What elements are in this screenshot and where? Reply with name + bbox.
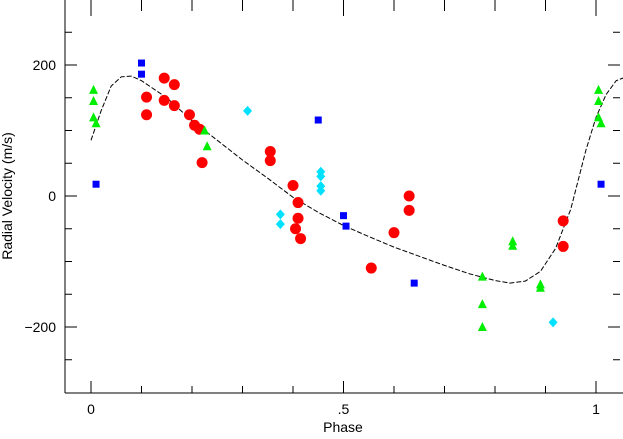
data-point-triangle <box>202 141 212 151</box>
data-point-circle <box>388 227 400 239</box>
data-point-circle <box>292 197 304 209</box>
data-point-diamond <box>316 185 326 196</box>
y-tick-label: 200 <box>33 57 57 73</box>
data-point-circle <box>557 215 569 227</box>
data-point-square <box>597 180 605 188</box>
data-point-triangle <box>89 84 99 94</box>
data-point-triangle <box>91 118 101 128</box>
data-point-circle <box>158 94 170 106</box>
data-point-triangle <box>477 299 487 309</box>
data-point-triangle <box>89 96 99 106</box>
x-tick-label: 0 <box>87 401 95 417</box>
x-tick-label: 1 <box>592 401 600 417</box>
data-point-circle <box>168 100 180 112</box>
data-point-circle <box>287 180 299 192</box>
data-point-diamond <box>243 105 253 116</box>
data-point-square <box>340 212 347 220</box>
data-point-square <box>92 180 100 188</box>
data-point-triangle <box>508 240 518 250</box>
data-point-circle <box>290 223 302 235</box>
data-point-circle <box>168 79 180 91</box>
data-point-circle <box>292 212 304 224</box>
data-point-triangle <box>508 236 518 246</box>
data-point-triangle <box>594 84 604 94</box>
data-point-triangle <box>535 282 545 292</box>
data-point-triangle <box>596 118 606 128</box>
data-point-square <box>342 222 350 230</box>
data-point-diamond <box>275 219 285 230</box>
data-point-square <box>138 59 145 67</box>
data-point-circle <box>183 109 195 121</box>
data-point-triangle <box>477 322 487 331</box>
data-point-circle <box>365 262 377 274</box>
data-point-triangle <box>200 125 210 135</box>
data-point-square <box>314 116 322 124</box>
data-point-diamond <box>548 317 558 328</box>
y-tick-label: 0 <box>48 188 56 204</box>
data-point-circle <box>403 204 415 216</box>
data-point-square <box>138 70 145 78</box>
data-point-triangle <box>594 96 604 106</box>
data-point-circle <box>295 233 307 245</box>
data-point-circle <box>264 155 276 167</box>
data-point-circle <box>264 145 276 157</box>
data-point-circle <box>158 72 170 84</box>
data-points <box>89 59 606 331</box>
y-axis-label: Radial Velocity (m/s) <box>0 132 15 260</box>
data-point-circle <box>196 157 208 169</box>
model-curve-line <box>90 75 623 284</box>
data-point-circle <box>557 240 569 252</box>
data-point-circle <box>141 91 153 103</box>
data-point-diamond <box>275 209 285 220</box>
x-axis-label: Phase <box>323 419 363 435</box>
y-tick-label: −200 <box>24 319 56 335</box>
chart-frame <box>64 0 623 394</box>
data-point-square <box>410 279 418 287</box>
data-point-circle <box>403 190 415 202</box>
data-point-triangle <box>477 271 487 281</box>
data-point-diamond <box>316 171 326 182</box>
model-curve <box>90 75 623 284</box>
data-point-circle <box>141 109 153 121</box>
x-tick-label: .5 <box>338 401 350 417</box>
